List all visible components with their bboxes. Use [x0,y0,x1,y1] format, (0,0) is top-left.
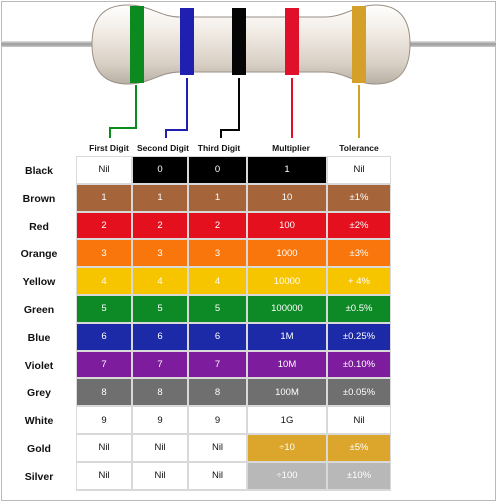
cell-orange-third-digit: 3 [189,240,246,267]
row-label-white: White [24,415,54,428]
cell-brown-multiplier: 10 [248,184,326,211]
cell-red-tolerance: ±2% [328,212,390,239]
cell-blue-second-digit: 6 [133,323,187,350]
cell-silver-multiplier: ÷100 [248,462,326,489]
cell-black-multiplier: 1 [248,157,326,183]
cell-brown-first-digit: 1 [77,184,131,211]
row-label-yellow: Yellow [22,276,56,289]
row-label-gold: Gold [27,443,51,455]
header-second-digit: Second Digit [137,143,189,153]
row-label-brown: Brown [22,192,56,205]
cell-orange-multiplier: 1000 [248,240,326,267]
cell-red-third-digit: 2 [189,212,246,239]
row-label-violet: Violet [24,359,54,372]
cell-white-tolerance: Nil [328,407,390,433]
row-label-black: Black [24,165,54,177]
connector-line-second-digit [165,78,188,138]
band-tolerance [352,6,366,83]
table-grid [76,156,391,491]
cell-yellow-multiplier: 10000 [248,268,326,294]
cell-red-first-digit: 2 [77,212,131,239]
row-label-blue: Blue [27,331,51,344]
cell-yellow-second-digit: 4 [133,268,187,294]
cell-blue-first-digit: 6 [77,323,131,350]
cell-violet-tolerance: ±0.10% [328,351,390,378]
band-second-digit [180,8,194,75]
cell-green-tolerance: ±0.5% [328,296,390,322]
cell-yellow-third-digit: 4 [189,268,246,294]
row-label-orange: Orange [20,248,58,261]
cell-violet-first-digit: 7 [77,351,131,378]
cell-gold-second-digit: Nil [133,435,187,461]
cell-grey-third-digit: 8 [189,379,246,406]
cell-white-second-digit: 9 [133,407,187,433]
header-third-digit: Third Digit [197,143,241,153]
connector-line-first-digit [109,85,137,138]
cell-silver-second-digit: Nil [133,462,187,489]
band-first-digit [130,6,144,83]
cell-brown-tolerance: ±1% [328,184,390,211]
cell-silver-third-digit: Nil [189,462,246,489]
cell-green-first-digit: 5 [77,296,131,322]
left-lead-wire [1,41,101,47]
right-lead-wire [398,41,496,47]
cell-yellow-tolerance: + 4% [328,268,390,294]
cell-brown-third-digit: 1 [189,184,246,211]
cell-black-tolerance: Nil [328,157,390,183]
cell-black-first-digit: Nil [77,157,131,183]
header-first-digit: First Digit [89,143,129,153]
header-multiplier: Multiplier [272,143,310,153]
resistor-illustration [1,4,496,138]
cell-red-multiplier: 100 [248,212,326,239]
cell-grey-second-digit: 8 [133,379,187,406]
cell-blue-tolerance: ±0.25% [328,323,390,350]
cell-gold-multiplier: ÷10 [248,435,326,461]
cell-violet-second-digit: 7 [133,351,187,378]
cell-violet-third-digit: 7 [189,351,246,378]
cell-violet-multiplier: 10M [248,351,326,378]
cell-green-multiplier: 100000 [248,296,326,322]
cell-grey-first-digit: 8 [77,379,131,406]
cell-red-second-digit: 2 [133,212,187,239]
row-label-silver: Silver [24,470,54,483]
cell-white-first-digit: 9 [77,407,131,433]
cell-orange-first-digit: 3 [77,240,131,267]
cell-yellow-first-digit: 4 [77,268,131,294]
band-third-digit [232,8,246,75]
cell-brown-second-digit: 1 [133,184,187,211]
row-label-grey: Grey [27,387,51,400]
cell-orange-tolerance: ±3% [328,240,390,267]
row-label-green: Green [23,304,55,316]
connector-line-third-digit [220,78,240,138]
cell-gold-first-digit: Nil [77,435,131,461]
row-label-red: Red [29,220,49,233]
band-multiplier [285,8,299,75]
cell-green-third-digit: 5 [189,296,246,322]
cell-white-multiplier: 1G [248,407,326,433]
cell-orange-second-digit: 3 [133,240,187,267]
cell-grey-multiplier: 100M [248,379,326,406]
header-tolerance: Tolerance [339,143,379,153]
cell-silver-tolerance: ±10% [328,462,390,489]
cell-blue-third-digit: 6 [189,323,246,350]
cell-gold-third-digit: Nil [189,435,246,461]
cell-white-third-digit: 9 [189,407,246,433]
cell-black-second-digit: 0 [133,157,187,183]
cell-grey-tolerance: ±0.05% [328,379,390,406]
cell-gold-tolerance: ±5% [328,435,390,461]
cell-green-second-digit: 5 [133,296,187,322]
cell-silver-first-digit: Nil [77,462,131,489]
cell-black-third-digit: 0 [189,157,246,183]
cell-blue-multiplier: 1M [248,323,326,350]
resistor-body [91,4,411,85]
